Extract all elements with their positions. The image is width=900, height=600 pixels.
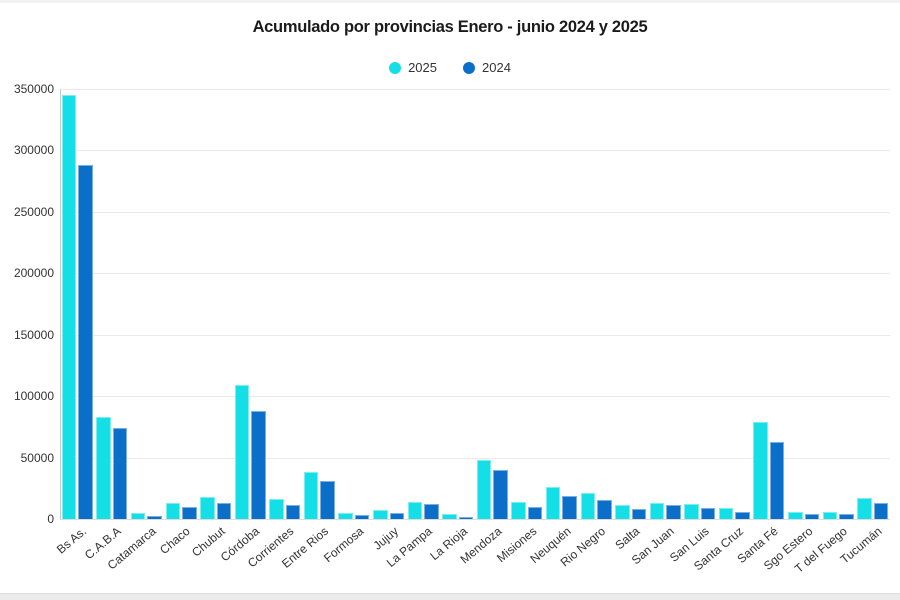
y-tick-label-0: 0 bbox=[47, 512, 54, 526]
bar-2025-mendoza[interactable] bbox=[476, 460, 492, 519]
y-tick-label-350000: 350000 bbox=[13, 82, 54, 96]
gridline-200000 bbox=[60, 273, 890, 275]
bar-2025-tucumán[interactable] bbox=[857, 497, 872, 519]
bar-2024-corrientes[interactable] bbox=[285, 504, 301, 519]
gridline-50000 bbox=[60, 457, 890, 459]
bar-2024-san-juan[interactable] bbox=[666, 505, 681, 519]
bar-2025-chubut[interactable] bbox=[200, 496, 215, 519]
bar-2025-neuquén[interactable] bbox=[545, 487, 561, 519]
bar-2024-santa-fé[interactable] bbox=[769, 441, 785, 519]
bar-2025-san-luis[interactable] bbox=[684, 504, 699, 519]
bar-2024-rio-negro[interactable] bbox=[597, 499, 612, 519]
gridline-250000 bbox=[60, 211, 890, 213]
y-tick-label-200000: 200000 bbox=[13, 266, 54, 281]
bar-2024-t-del-fuego[interactable] bbox=[839, 513, 854, 519]
chart-title: Acumulado por provincias Enero - junio 2… bbox=[252, 18, 648, 36]
bar-2024-entre-rios[interactable] bbox=[320, 480, 335, 519]
bar-2025-rio-negro[interactable] bbox=[580, 493, 596, 519]
bar-2025-santa-fé[interactable] bbox=[753, 421, 768, 519]
bar-2024-santa-cruz[interactable] bbox=[735, 511, 750, 519]
bar-2025-formosa[interactable] bbox=[338, 512, 353, 519]
bar-2024-la-pampa[interactable] bbox=[424, 504, 439, 519]
bar-2024-córdoba[interactable] bbox=[251, 410, 266, 519]
gridline-100000 bbox=[60, 396, 890, 398]
bar-2025-san-juan[interactable] bbox=[649, 503, 665, 519]
bar-2024-formosa[interactable] bbox=[354, 515, 370, 519]
bar-2024-san-luis[interactable] bbox=[700, 507, 716, 519]
y-tick-label-300000: 300000 bbox=[13, 143, 54, 158]
bar-2025-jujuy[interactable] bbox=[373, 510, 388, 519]
bar-2025-corrientes[interactable] bbox=[269, 499, 284, 519]
y-tick-label-100000: 100000 bbox=[13, 389, 54, 404]
bar-2025-santa-cruz[interactable] bbox=[718, 507, 734, 519]
bar-2024-chubut[interactable] bbox=[216, 503, 232, 519]
page-bottom-edge bbox=[0, 593, 900, 600]
y-tick-label-150000: 150000 bbox=[13, 327, 54, 342]
bar-2025-salta[interactable] bbox=[615, 505, 630, 519]
y-tick-label-250000: 250000 bbox=[13, 204, 54, 219]
legend-label-2024: 2024 bbox=[482, 60, 511, 75]
bar-2024-la-rioja[interactable] bbox=[458, 516, 474, 519]
bar-2024-catamarca[interactable] bbox=[147, 515, 162, 519]
x-tick-label: Chaco bbox=[157, 524, 194, 558]
legend-swatch-2025 bbox=[389, 61, 402, 74]
bar-2024-salta[interactable] bbox=[631, 509, 647, 519]
bar-2024-c-a-b-a[interactable] bbox=[112, 428, 128, 519]
bar-2025-chaco[interactable] bbox=[165, 503, 181, 519]
bar-2025-bs-as[interactable] bbox=[61, 95, 77, 519]
legend-item-2025[interactable]: 2025 bbox=[389, 60, 437, 75]
y-axis-line bbox=[60, 89, 61, 519]
gridline-350000 bbox=[60, 89, 890, 90]
bar-2025-sgo-estero[interactable] bbox=[788, 511, 803, 519]
y-tick-label-50000: 50000 bbox=[20, 450, 54, 465]
bar-2025-la-pampa[interactable] bbox=[407, 501, 423, 519]
bar-2024-misiones[interactable] bbox=[527, 506, 543, 519]
page-top-edge bbox=[0, 0, 900, 3]
gridline-300000 bbox=[60, 150, 890, 152]
bar-2024-jujuy[interactable] bbox=[389, 512, 405, 519]
bar-2024-neuquén[interactable] bbox=[562, 496, 577, 519]
bar-2025-entre-rios[interactable] bbox=[303, 472, 319, 519]
bar-2025-t-del-fuego[interactable] bbox=[822, 512, 838, 519]
bar-2024-bs-as[interactable] bbox=[78, 165, 93, 519]
bar-2025-c-a-b-a[interactable] bbox=[96, 417, 111, 519]
bar-2024-tucumán[interactable] bbox=[873, 503, 889, 519]
bar-2025-misiones[interactable] bbox=[511, 502, 526, 519]
legend-swatch-2024 bbox=[463, 61, 475, 74]
bar-2024-sgo-estero[interactable] bbox=[804, 513, 820, 519]
bar-2025-la-rioja[interactable] bbox=[442, 514, 457, 519]
legend: 2025 2024 bbox=[0, 60, 900, 75]
legend-label-2025: 2025 bbox=[408, 60, 437, 75]
bar-2024-mendoza[interactable] bbox=[493, 469, 508, 519]
bar-2024-chaco[interactable] bbox=[182, 507, 197, 519]
gridline-150000 bbox=[60, 334, 890, 336]
bar-2025-córdoba[interactable] bbox=[234, 385, 250, 519]
gridline-0 bbox=[60, 519, 890, 520]
bar-2025-catamarca[interactable] bbox=[130, 513, 146, 519]
legend-item-2024[interactable]: 2024 bbox=[463, 60, 511, 75]
